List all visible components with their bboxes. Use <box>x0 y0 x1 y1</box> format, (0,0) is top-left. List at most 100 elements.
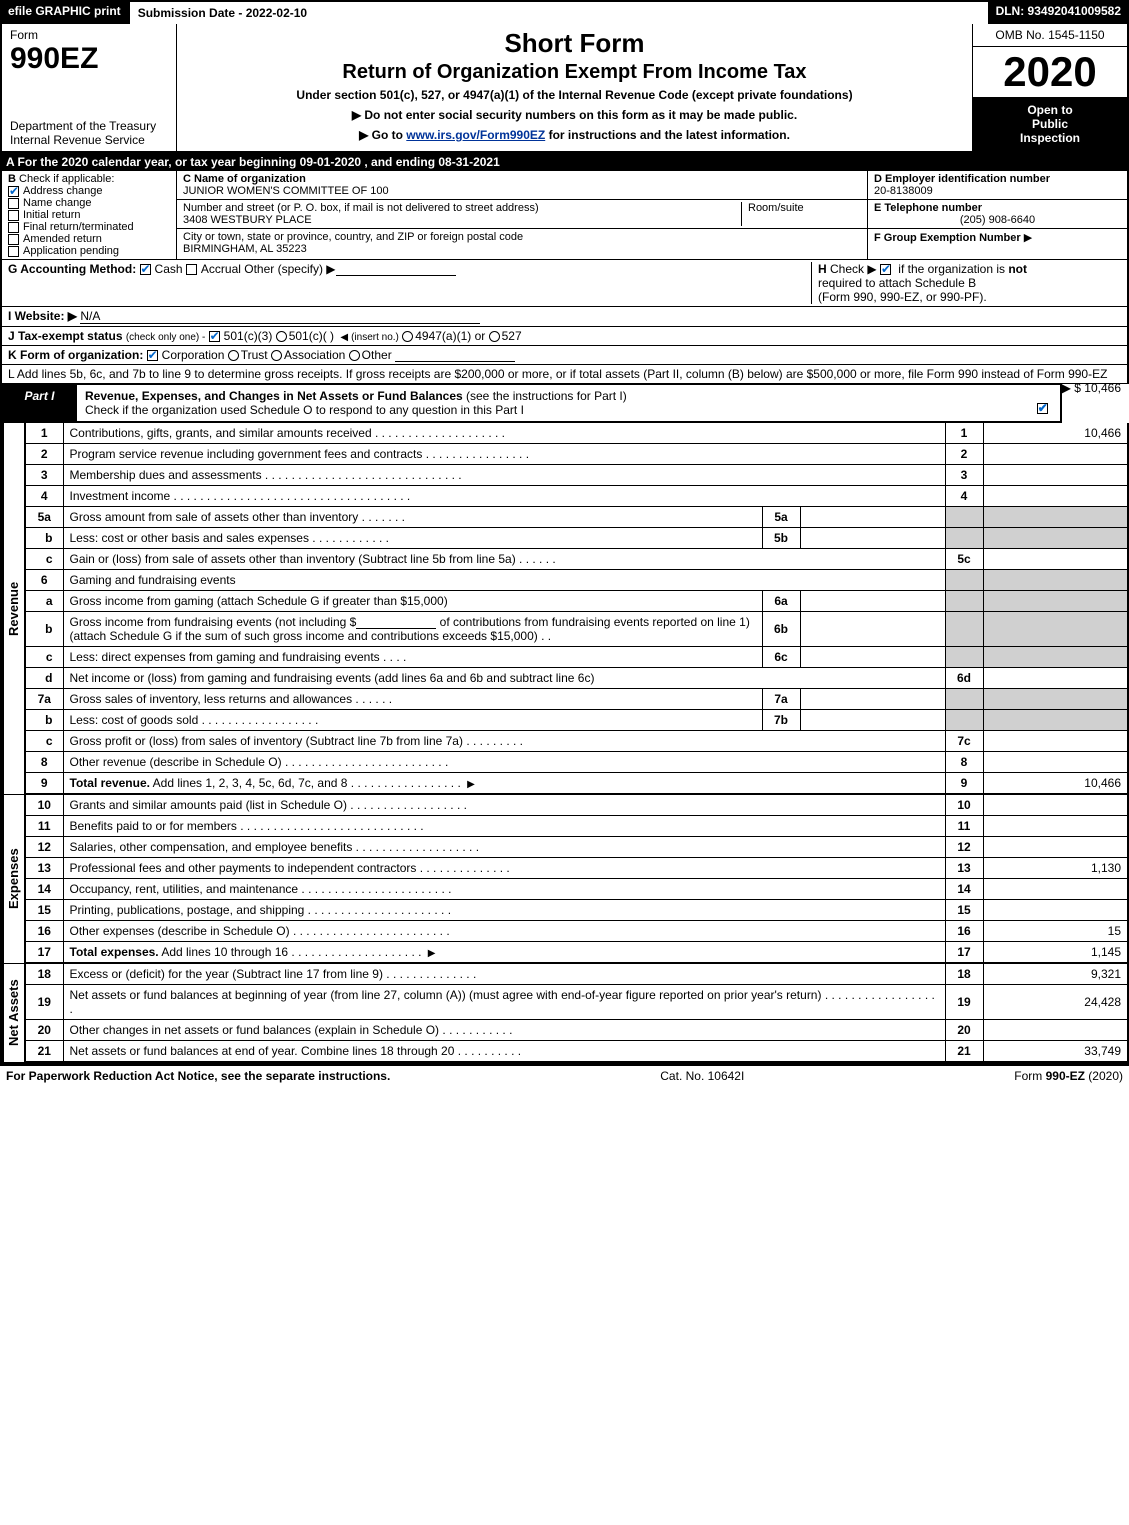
line-desc: Investment income <box>70 489 171 503</box>
tel-value: (205) 908-6640 <box>874 214 1121 226</box>
radio-other-org[interactable] <box>349 350 360 361</box>
form-note-ssn: ▶ Do not enter social security numbers o… <box>185 108 964 122</box>
line-right-num: 10 <box>945 795 983 816</box>
line-num: 7a <box>25 689 63 710</box>
shaded-cell <box>983 570 1128 591</box>
radio-501c[interactable] <box>276 331 287 342</box>
checkbox-schedule-o-part1[interactable] <box>1037 403 1048 414</box>
other-org-blank <box>395 350 515 362</box>
irs-label: Internal Revenue Service <box>10 133 168 147</box>
checkbox-cash[interactable] <box>140 264 151 275</box>
radio-527[interactable] <box>489 331 500 342</box>
arrow-icon <box>425 945 439 959</box>
contrib-blank <box>356 617 436 629</box>
form-word: Form <box>10 28 168 42</box>
shaded-cell <box>945 528 983 549</box>
line-value: 1,145 <box>983 942 1128 963</box>
checkbox-amended-return[interactable] <box>8 234 19 245</box>
line-right-num: 5c <box>945 549 983 570</box>
line-desc: Excess or (deficit) for the year (Subtra… <box>70 967 383 981</box>
line-value: 33,749 <box>983 1041 1128 1062</box>
mid-line-num: 7a <box>762 689 800 710</box>
checkbox-address-change[interactable] <box>8 186 19 197</box>
table-row: 12Salaries, other compensation, and empl… <box>25 837 1128 858</box>
table-row: 1Contributions, gifts, grants, and simil… <box>25 423 1128 444</box>
radio-4947[interactable] <box>402 331 413 342</box>
opt-501c3: 501(c)(3) <box>224 329 273 343</box>
checkbox-accrual[interactable] <box>186 264 197 275</box>
opt-cash: Cash <box>155 262 183 276</box>
line-num: c <box>25 647 63 668</box>
line-num: 5a <box>25 507 63 528</box>
checkbox-final-return[interactable] <box>8 222 19 233</box>
line-num: 16 <box>25 921 63 942</box>
line-right-num: 2 <box>945 444 983 465</box>
opt-initial-return: Initial return <box>23 209 80 221</box>
insert-no: (insert no.) <box>351 332 399 343</box>
line-value: 24,428 <box>983 985 1128 1020</box>
other-specify-blank <box>336 264 456 276</box>
line-desc: Less: cost of goods sold <box>70 713 199 727</box>
line-right-num: 8 <box>945 752 983 773</box>
line-desc: Membership dues and assessments <box>70 468 262 482</box>
radio-trust[interactable] <box>228 350 239 361</box>
shaded-cell <box>945 591 983 612</box>
mid-line-num: 6b <box>762 612 800 647</box>
line-desc: Add lines 10 through 16 <box>159 945 288 959</box>
line-desc: Benefits paid to or for members <box>70 819 237 833</box>
form-header: Form 990EZ Department of the Treasury In… <box>0 24 1129 153</box>
row-j-tax-exempt: J Tax-exempt status (check only one) - 5… <box>0 327 1129 346</box>
shaded-cell <box>945 612 983 647</box>
line-num: 18 <box>25 964 63 985</box>
inspect-line3: Inspection <box>977 131 1123 145</box>
line-num: 15 <box>25 900 63 921</box>
footer-left: For Paperwork Reduction Act Notice, see … <box>6 1069 390 1083</box>
top-bar: efile GRAPHIC print Submission Date - 20… <box>0 0 1129 24</box>
table-row: cGross profit or (loss) from sales of in… <box>25 731 1128 752</box>
line-desc: Less: direct expenses from gaming and fu… <box>70 650 380 664</box>
line-num: 6 <box>25 570 63 591</box>
line-right-num: 7c <box>945 731 983 752</box>
line-right-num: 9 <box>945 773 983 794</box>
table-row: 14Occupancy, rent, utilities, and mainte… <box>25 879 1128 900</box>
page-footer: For Paperwork Reduction Act Notice, see … <box>0 1064 1129 1086</box>
h-text2: if the organization is <box>898 262 1008 276</box>
header-center-col: Short Form Return of Organization Exempt… <box>177 24 972 151</box>
table-row: 4Investment income . . . . . . . . . . .… <box>25 486 1128 507</box>
footer-right-bold: 990-EZ <box>1046 1069 1085 1083</box>
table-row: 13Professional fees and other payments t… <box>25 858 1128 879</box>
line-num: 11 <box>25 816 63 837</box>
line-num: 3 <box>25 465 63 486</box>
mid-line-value <box>800 710 945 731</box>
column-c-org-info: C Name of organization JUNIOR WOMEN'S CO… <box>177 171 867 259</box>
h-not: not <box>1008 262 1027 276</box>
checkbox-corporation[interactable] <box>147 350 158 361</box>
h-text3: required to attach Schedule B <box>818 276 976 290</box>
opt-association: Association <box>284 348 345 362</box>
radio-association[interactable] <box>271 350 282 361</box>
goto-suffix: for instructions and the latest informat… <box>545 128 790 142</box>
checkbox-name-change[interactable] <box>8 198 19 209</box>
row-a-tax-year: A For the 2020 calendar year, or tax yea… <box>0 153 1129 171</box>
part-1-header: Part I Revenue, Expenses, and Changes in… <box>0 384 1062 423</box>
j-label: J Tax-exempt status <box>8 329 123 343</box>
checkbox-h-not-required[interactable] <box>880 264 891 275</box>
irs-link[interactable]: www.irs.gov/Form990EZ <box>406 128 545 142</box>
checkbox-initial-return[interactable] <box>8 210 19 221</box>
line-value <box>983 549 1128 570</box>
table-row: 20Other changes in net assets or fund ba… <box>25 1020 1128 1041</box>
table-row: 7aGross sales of inventory, less returns… <box>25 689 1128 710</box>
checkbox-501c3[interactable] <box>209 331 220 342</box>
opt-501c: 501(c)( ) <box>289 329 334 343</box>
org-address: 3408 WESTBURY PLACE <box>183 214 741 226</box>
mid-line-value <box>800 507 945 528</box>
dln-label: DLN: 93492041009582 <box>988 0 1129 24</box>
part-1-label: Part I <box>2 385 77 421</box>
line-num: c <box>25 731 63 752</box>
line-right-num: 13 <box>945 858 983 879</box>
line-value <box>983 752 1128 773</box>
opt-other-org: Other <box>362 348 392 362</box>
line-value <box>983 486 1128 507</box>
revenue-section: Revenue 1Contributions, gifts, grants, a… <box>0 423 1129 794</box>
checkbox-application-pending[interactable] <box>8 246 19 257</box>
